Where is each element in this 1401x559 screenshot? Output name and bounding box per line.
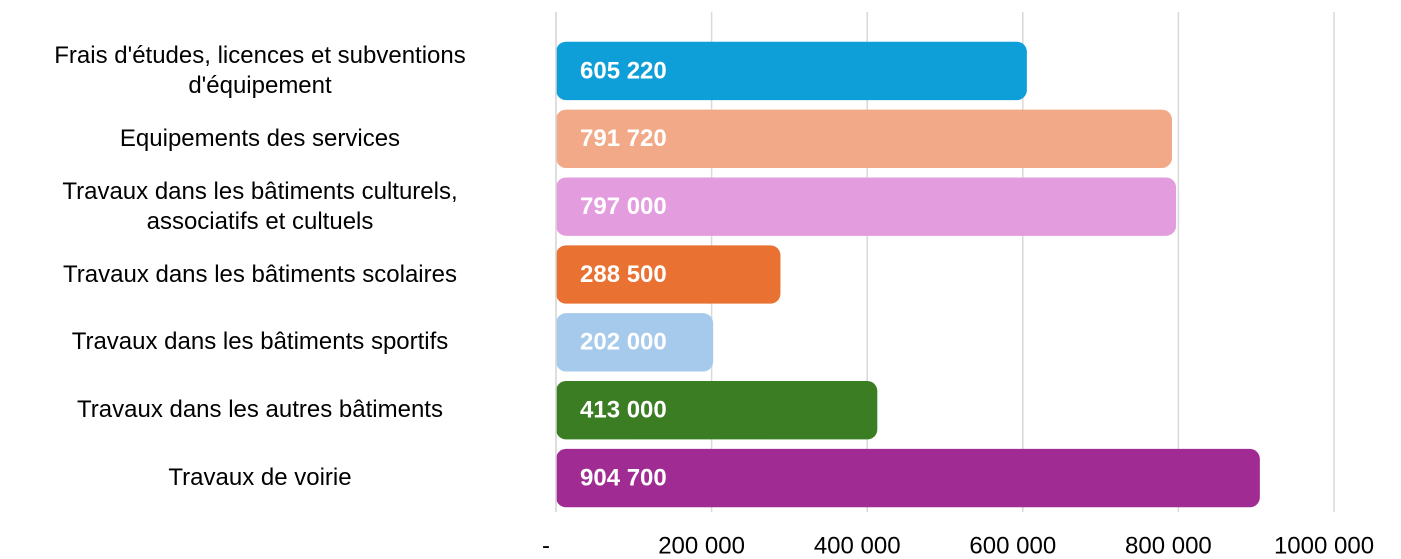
bar	[556, 245, 781, 304]
bar	[556, 109, 1172, 168]
bar	[556, 313, 714, 372]
bar	[556, 41, 1027, 101]
y-tick-label: Travaux dans les bâtiments culturels, as…	[62, 177, 458, 235]
value-label: 202 000	[580, 329, 667, 356]
x-tick-label: -	[542, 532, 550, 559]
bar	[556, 448, 1260, 508]
value-label: 288 500	[580, 261, 667, 288]
value-label: 605 220	[580, 57, 667, 84]
value-label: 904 700	[580, 464, 667, 491]
x-tick-label: 800 000	[1125, 532, 1212, 559]
y-tick-label: Travaux de voirie	[168, 464, 352, 492]
y-tick-label: Travaux dans les autres bâtiments	[77, 396, 443, 424]
y-tick-label: Travaux dans les bâtiments scolaires	[63, 260, 457, 288]
bar	[556, 177, 1177, 236]
x-tick-label: 400 000	[814, 532, 901, 559]
value-label: 413 000	[580, 397, 667, 424]
x-tick-label: 1000 000	[1274, 532, 1374, 559]
value-label: 797 000	[580, 193, 667, 220]
y-tick-label: Equipements des services	[119, 124, 401, 152]
value-label: 791 720	[580, 125, 667, 152]
bar	[556, 381, 878, 440]
x-tick-label: 200 000	[658, 532, 745, 559]
y-tick-label: Travaux dans les bâtiments sportifs	[71, 328, 449, 356]
x-tick-label: 600 000	[969, 532, 1056, 559]
y-tick-label: Frais d'études, licences et subventions …	[54, 41, 466, 99]
